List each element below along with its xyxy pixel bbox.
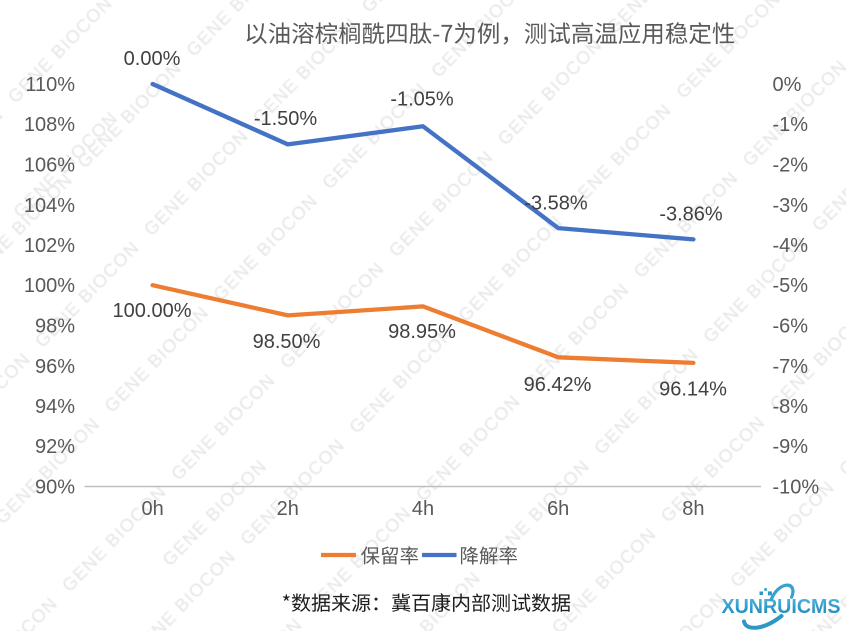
svg-text:-1.50%: -1.50% (254, 108, 318, 130)
svg-text:-2%: -2% (773, 155, 809, 177)
svg-text:92%: 92% (35, 436, 75, 458)
svg-text:GENE BIOCON: GENE BIOCON (603, 0, 715, 37)
svg-text:-6%: -6% (773, 316, 809, 338)
svg-text:0.00%: 0.00% (124, 48, 181, 70)
svg-text:GENE BIOCON: GENE BIOCON (548, 523, 660, 631)
svg-text:8h: 8h (682, 498, 704, 520)
svg-text:4h: 4h (412, 498, 434, 520)
svg-text:98%: 98% (35, 316, 75, 338)
svg-text:100.00%: 100.00% (113, 300, 192, 322)
svg-text:98.50%: 98.50% (253, 331, 321, 353)
svg-text:GENE BIOCON: GENE BIOCON (412, 391, 524, 505)
svg-text:GENE BIOCON: GENE BIOCON (0, 413, 104, 527)
svg-text:GENE BIOCON: GENE BIOCON (481, 456, 593, 570)
svg-text:0%: 0% (773, 74, 802, 96)
svg-text:-7%: -7% (773, 356, 809, 378)
svg-text:-9%: -9% (773, 436, 809, 458)
svg-text:96.42%: 96.42% (524, 374, 592, 396)
svg-text:-1%: -1% (773, 114, 809, 136)
svg-text:GENE BIOCON: GENE BIOCON (140, 125, 252, 239)
svg-text:104%: 104% (24, 195, 75, 217)
svg-text:GENE BIOCON: GENE BIOCON (0, 349, 34, 463)
svg-text:100%: 100% (24, 275, 75, 297)
svg-text:102%: 102% (24, 235, 75, 257)
svg-text:-10%: -10% (773, 477, 820, 499)
svg-text:0h: 0h (141, 498, 163, 520)
svg-text:XUNRUICMS: XUNRUICMS (722, 595, 841, 618)
svg-text:110%: 110% (25, 74, 75, 96)
svg-text:GENE BIOCON: GENE BIOCON (454, 211, 566, 325)
svg-text:GENE BIOCON: GENE BIOCON (73, 58, 185, 172)
svg-text:GENE BIOCON: GENE BIOCON (0, 0, 50, 39)
svg-text:GENE BIOCON: GENE BIOCON (672, 0, 784, 102)
svg-text:-4%: -4% (773, 235, 809, 257)
svg-text:-8%: -8% (773, 396, 809, 418)
svg-text:-1.05%: -1.05% (390, 89, 454, 111)
svg-text:GENE BIOCON: GENE BIOCON (194, 614, 306, 631)
svg-text:GENE BIOCON: GENE BIOCON (236, 435, 348, 549)
svg-text:94%: 94% (35, 396, 75, 418)
svg-text:GENE BIOCON: GENE BIOCON (793, 544, 846, 631)
svg-text:-3.86%: -3.86% (659, 204, 723, 226)
svg-text:GENE BIOCON: GENE BIOCON (128, 546, 240, 631)
svg-text:GENE BIOCON: GENE BIOCON (209, 190, 321, 304)
svg-text:-5%: -5% (773, 275, 809, 297)
svg-text:96%: 96% (35, 356, 75, 378)
svg-text:-3%: -3% (773, 195, 809, 217)
svg-text:GENE BIOCON: GENE BIOCON (427, 0, 539, 81)
svg-text:98.95%: 98.95% (388, 321, 456, 343)
svg-text:GENE BIOCON: GENE BIOCON (808, 121, 846, 235)
svg-text:GENE BIOCON: GENE BIOCON (0, 104, 7, 218)
svg-text:90%: 90% (35, 477, 75, 499)
svg-text:6h: 6h (547, 498, 569, 520)
svg-text:GENE BIOCON: GENE BIOCON (657, 412, 769, 526)
svg-text:2h: 2h (277, 498, 299, 520)
svg-text:GENE BIOCON: GENE BIOCON (358, 0, 470, 16)
svg-text:GENE BIOCON: GENE BIOCON (494, 35, 606, 149)
svg-text:106%: 106% (24, 155, 75, 177)
svg-text:GENE BIOCON: GENE BIOCON (385, 146, 497, 260)
svg-text:GENE BIOCON: GENE BIOCON (0, 593, 62, 631)
svg-text:-3.58%: -3.58% (524, 193, 588, 215)
svg-text:GENE BIOCON: GENE BIOCON (617, 588, 729, 631)
svg-text:108%: 108% (24, 114, 75, 136)
svg-text:GENE BIOCON: GENE BIOCON (739, 56, 846, 170)
svg-text:96.14%: 96.14% (659, 379, 727, 401)
svg-text:GENE BIOCON: GENE BIOCON (835, 365, 846, 479)
